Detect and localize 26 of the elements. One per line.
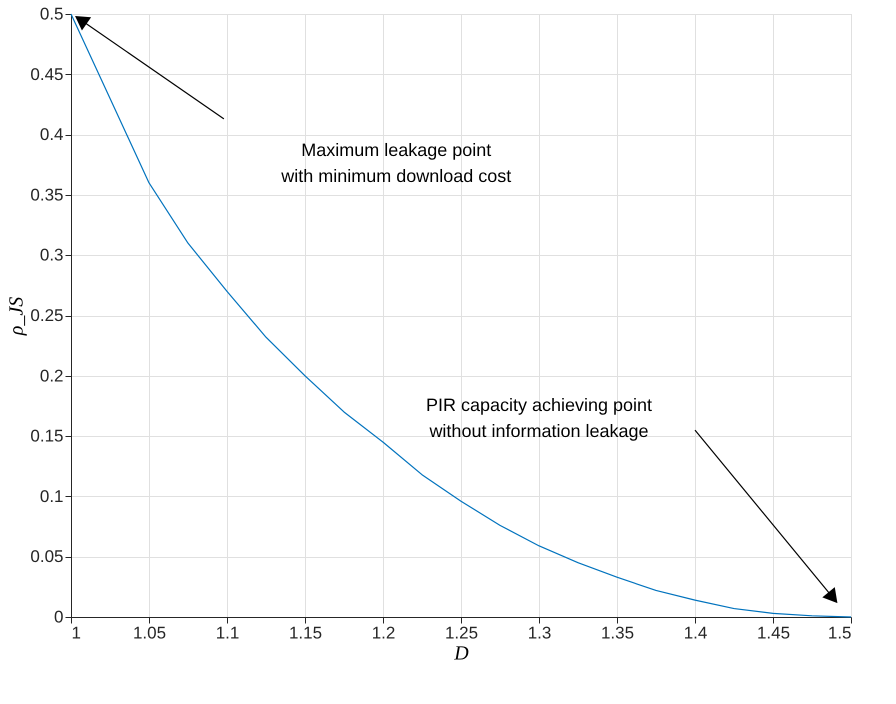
y-tick-label: 0.15	[30, 426, 64, 446]
y-axis-title: ρ_JS	[5, 296, 28, 336]
x-tick-label: 1.5	[828, 624, 852, 642]
y-tick-label: 0.1	[40, 486, 64, 506]
y-tick-label: 0.5	[40, 4, 64, 24]
x-tick-label: 1.4	[684, 624, 708, 642]
y-tick-label: 0	[54, 608, 64, 626]
x-tick-label: 1.25	[444, 624, 478, 642]
x-tick-label: 1.45	[756, 624, 790, 642]
y-tick-label: 0.45	[30, 64, 64, 84]
y-tick-label: 0.4	[40, 125, 64, 144]
annotation: PIR capacity achieving point without information leakage	[426, 394, 652, 441]
y-tick-label: 0.35	[30, 185, 64, 204]
y-tick-label: 0.25	[30, 306, 64, 325]
x-tick-label: 1.35	[600, 624, 634, 642]
y-tick-label: 0.2	[40, 366, 64, 386]
annotation: Maximum leakage point with minimum download cost	[280, 140, 512, 186]
x-tick-label: 1.15	[288, 624, 322, 642]
x-axis-title: D	[453, 642, 470, 664]
y-tick-label: 0.05	[30, 547, 64, 566]
x-tick-label: 1.3	[528, 624, 552, 642]
x-tick-label: 1.2	[372, 624, 396, 642]
x-tick-label: 1.1	[216, 624, 240, 642]
x-tick-label: 1.05	[132, 624, 166, 642]
y-tick-label: 0.3	[40, 246, 64, 265]
x-tick-label: 1	[72, 624, 81, 642]
